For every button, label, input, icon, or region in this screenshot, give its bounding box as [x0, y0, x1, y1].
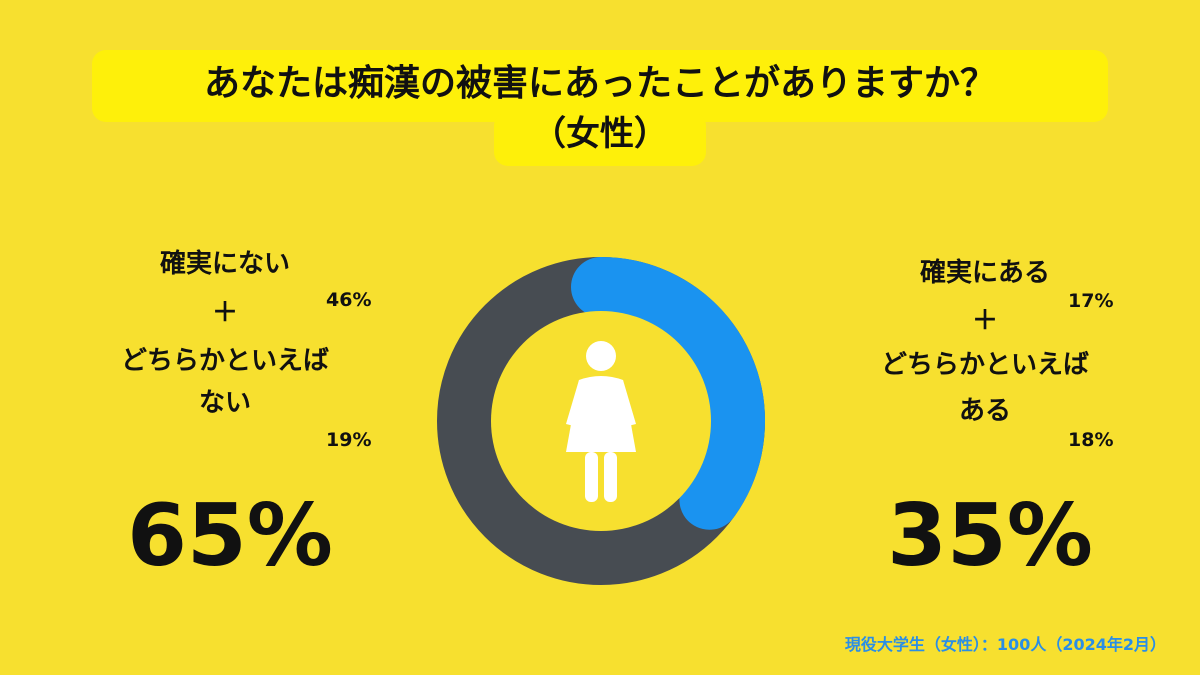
right-pct-top: 17% — [1068, 290, 1114, 312]
left-pct-bottom: 19% — [326, 429, 372, 451]
subtitle-highlight — [494, 112, 706, 166]
donut-segment-yes — [571, 257, 765, 530]
right-label-line1: 確実にある — [919, 258, 1050, 288]
right-label-line2: どちらかといえば — [880, 350, 1089, 380]
title-highlight — [92, 50, 1108, 122]
donut-segments — [437, 257, 765, 585]
left-label-line1: 確実にない — [159, 249, 290, 279]
left-label-line2: どちらかといえば — [120, 346, 329, 376]
right-total: 35% — [887, 486, 1093, 586]
left-total: 65% — [127, 486, 333, 586]
right-plus: ＋ — [971, 306, 998, 336]
chart-title: あなたは痴漢の被害にあったことがありますか？ — [203, 63, 996, 104]
right-pct-bottom: 18% — [1068, 429, 1114, 451]
donut-chart — [437, 257, 765, 585]
source-note: 現役大学生（女性）：100人（2024年2月） — [844, 635, 1166, 654]
chart-subtitle: （女性） — [532, 114, 668, 154]
woman-icon — [566, 341, 636, 502]
left-plus: ＋ — [211, 298, 238, 328]
left-pct-top: 46% — [326, 289, 372, 311]
right-label-line3: ある — [958, 396, 1011, 426]
left-label-line3: ない — [198, 388, 251, 418]
